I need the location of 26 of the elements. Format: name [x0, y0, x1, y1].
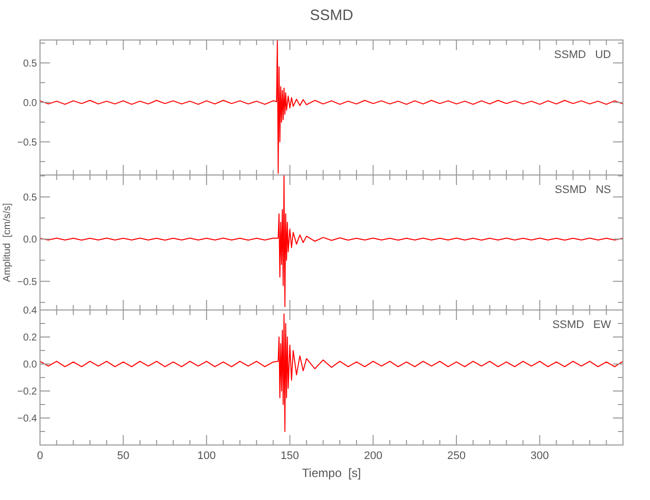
- chart-title: SSMD: [310, 7, 354, 24]
- line-series: [40, 314, 624, 432]
- annotation: SSMD EW: [552, 318, 612, 331]
- y-tick-label: −0.2: [17, 386, 38, 398]
- y-tick-label: 0.5: [23, 192, 38, 204]
- x-tick-label: 250: [447, 450, 466, 462]
- y-tick-label: 0.0: [23, 98, 38, 109]
- x-tick-label: 100: [197, 450, 216, 462]
- y-tick-label: 0.0: [23, 360, 38, 370]
- y-tick-label: 0.5: [23, 58, 38, 70]
- y-tick-label: −0.5: [17, 137, 38, 148]
- x-tick-label: 200: [364, 450, 382, 462]
- y-tick-label: 0.0: [23, 234, 38, 246]
- y-tick-label: 0.2: [23, 332, 38, 344]
- x-axis-title: Tiempo [s]: [302, 466, 361, 480]
- line-series: [40, 175, 624, 308]
- y-tick-label: −0.5: [17, 276, 38, 288]
- annotation: SSMD UD: [554, 48, 612, 61]
- y-tick-label: 0.4: [23, 306, 38, 316]
- y-tick-label: −0.4: [17, 414, 38, 424]
- x-tick-label: 150: [280, 450, 300, 462]
- x-tick-label: 300: [530, 450, 549, 462]
- y-axis-title: Amplitud [cm/s/s]: [2, 202, 13, 282]
- x-tick-label: 0: [36, 450, 44, 462]
- x-tick-label: 50: [117, 450, 130, 462]
- annotation: SSMD NS: [554, 184, 611, 196]
